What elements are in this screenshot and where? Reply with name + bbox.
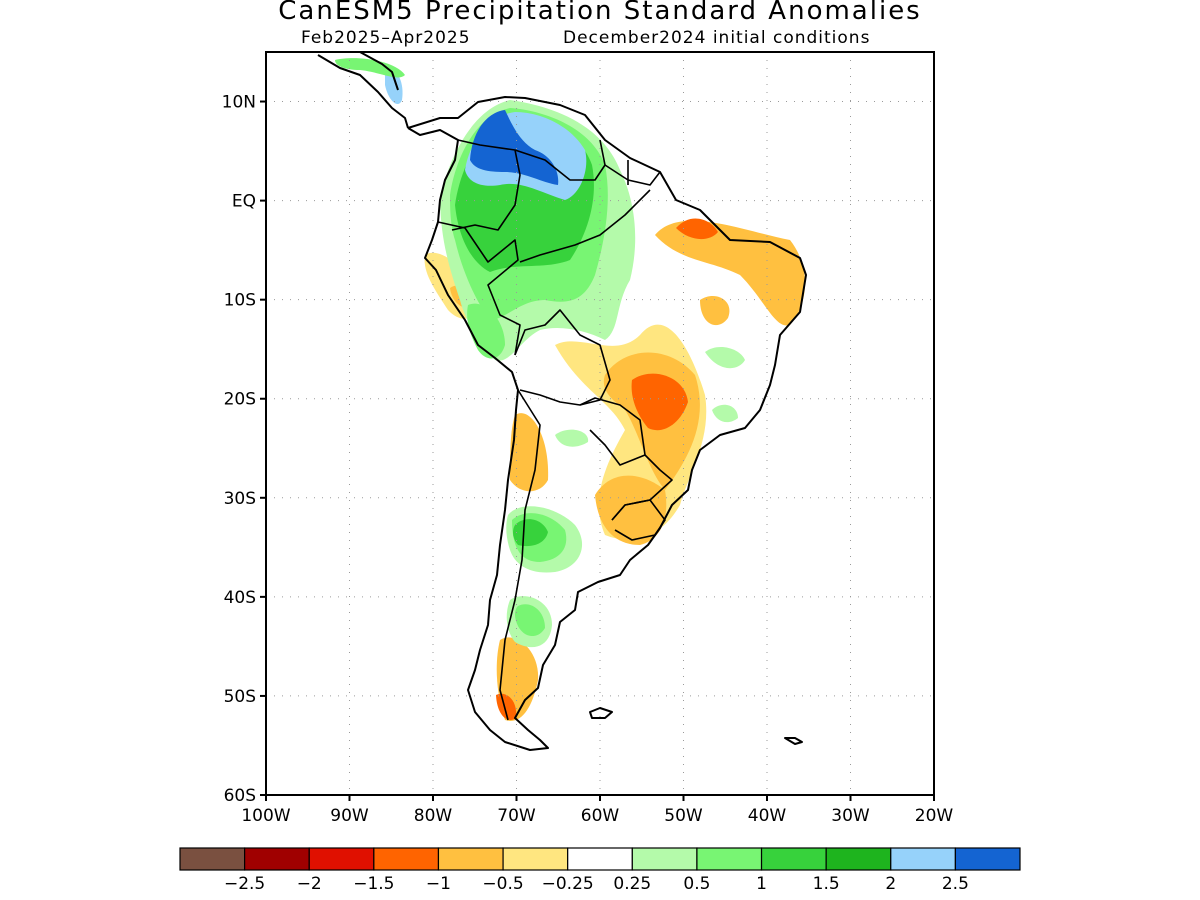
border-venezuela [514,139,606,181]
anomaly-dry-southern-brazil [595,475,667,545]
border-chile-argentina [499,389,541,721]
border-colombia [451,139,521,231]
map-title: CanESM5 Precipitation Standard Anomalies [278,0,922,26]
anomaly-dry-central-brazil-core [631,373,688,431]
colorbar-label: 0.25 [613,874,651,894]
border-brazil-west [519,189,651,263]
lat-tick-label: 50S [224,687,256,707]
border-guianas [604,160,661,186]
anomaly-wet-espirito-santo [712,404,738,423]
colorbar-label: −2.5 [224,874,265,894]
colorbar-swatch [825,847,892,871]
colorbar-swatch [179,847,246,871]
anomaly-wet-central-chile-core [513,519,548,547]
lon-tick-label: 20W [915,806,954,826]
lat-tick-label: 10N [222,93,256,113]
anomaly-wet-north-patagonia-core [515,604,545,637]
colorbar-swatch [373,847,440,871]
colorbar-swatch [308,847,375,871]
colorbar-swatch [437,847,504,871]
lat-tick-label: 40S [224,588,256,608]
forecast-period: Feb2025–Apr2025 [301,28,471,48]
colorbar-label: −2 [297,874,322,894]
colorbar-label: 2.5 [942,874,969,894]
border-bolivia [514,309,611,406]
coastline-south-georgia [784,737,803,745]
coastline-south-america [407,96,807,751]
colorbar-label: −0.5 [482,874,523,894]
lon-tick-label: 100W [241,806,290,826]
lon-tick-label: 90W [330,806,369,826]
lon-tick-label: 80W [414,806,453,826]
initial-conditions: December2024 initial conditions [563,28,871,48]
lat-tick-label: 30S [224,489,256,509]
colorbar-swatch [567,847,633,871]
border-paraguay [579,397,646,466]
latitude-axis: 10N EQ 10S 20S 30S 40S 50S 60S [222,93,266,806]
lat-tick-label: 20S [224,390,256,410]
anomaly-wet-panama [385,69,403,105]
lat-tick-label: 60S [224,786,256,806]
colorbar-swatch [760,847,827,871]
lat-tick-label: 10S [224,291,256,311]
colorbar-swatch [631,847,698,871]
lat-tick-label: EQ [232,192,256,212]
border-ecuador-peru [437,221,521,356]
colorbar-swatch [244,847,310,871]
colorbar-label: 2 [885,874,896,894]
country-borders [437,139,673,721]
coastline-falklands [589,707,613,719]
colorbar-swatch [954,847,1021,871]
coastline-central-america [317,51,409,129]
colorbar-label: 1.5 [813,874,840,894]
anomaly-wet-andes-core [470,110,559,185]
longitude-axis: 100W 90W 80W 70W 60W 50W 40W 30W 20W [241,795,953,826]
colorbar-label: 1 [756,874,767,894]
colorbar-swatch [502,847,569,871]
colorbar: −2.5 −2 −1.5 −1 −0.5 −0.25 0.25 0.5 1 1.5 2 2.5 [179,847,1021,894]
anomaly-wet-central-america [335,58,405,78]
colorbar-label: −1.5 [353,874,394,894]
anomaly-dry-piaui [700,296,730,326]
colorbar-swatch [696,847,763,871]
lon-tick-label: 30W [831,806,870,826]
lon-tick-label: 70W [497,806,536,826]
anomaly-dry-amazon-mouth [676,218,718,240]
colorbar-label: −1 [426,874,451,894]
anomaly-dry-tierra-del-fuego [496,693,517,720]
anomaly-wet-bahia [705,346,745,369]
anomaly-wet-peru-andes [467,303,505,359]
coastlines [317,51,807,751]
lon-tick-label: 60W [581,806,620,826]
colorbar-label: −0.25 [542,874,594,894]
anomaly-wet-chaco [555,429,589,447]
colorbar-swatch [890,847,956,871]
colorbar-label: 0.5 [683,874,710,894]
anomaly-shading [335,58,806,721]
lon-tick-label: 50W [664,806,703,826]
anomaly-dry-northeast-brazil [655,220,806,326]
lon-tick-label: 40W [748,806,787,826]
border-uruguay [611,499,666,541]
